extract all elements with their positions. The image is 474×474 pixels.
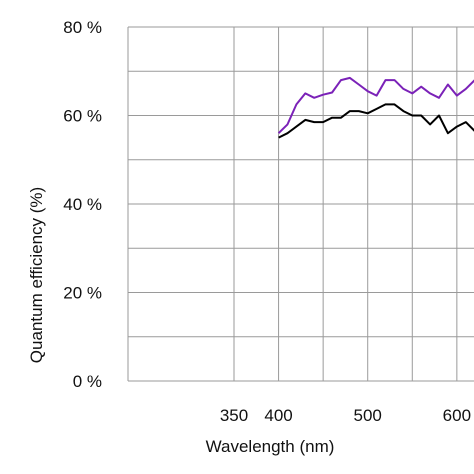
y-tick-label: 80 % (63, 18, 102, 37)
series-lines (277, 76, 474, 139)
y-axis-label: Quantum efficiency (%) (27, 187, 46, 363)
y-tick-label: 60 % (63, 107, 102, 126)
series-line-2 (278, 103, 474, 139)
x-tick-label: 350 (220, 406, 248, 425)
grid-lines (127, 26, 474, 382)
x-tick-label: 500 (354, 406, 382, 425)
x-tick-label: 600 (443, 406, 471, 425)
x-axis-label: Wavelength (nm) (206, 437, 335, 456)
y-tick-labels: 0 % 20 % 40 % 60 % 80 % (63, 18, 102, 391)
y-tick-label: 20 % (63, 284, 102, 303)
x-tick-labels: 350400500600700 (220, 406, 471, 425)
y-tick-label: 40 % (63, 195, 102, 214)
y-tick-label: 0 % (73, 372, 102, 391)
series-line-1 (277, 76, 474, 134)
x-tick-label: 400 (264, 406, 292, 425)
